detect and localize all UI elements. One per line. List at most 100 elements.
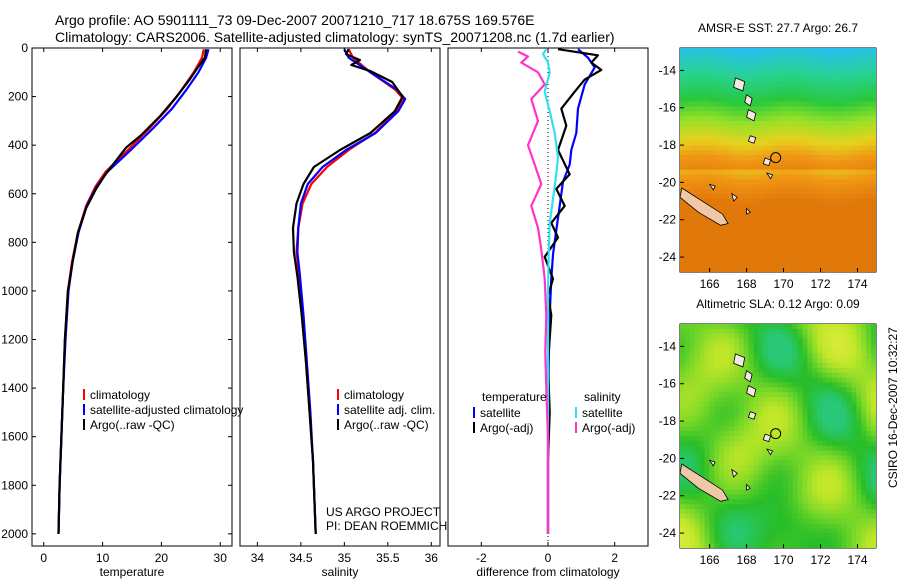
map-cell — [768, 392, 774, 398]
map-cell — [738, 348, 745, 354]
map-cell — [709, 392, 715, 398]
map-cell — [787, 465, 794, 471]
island-shape — [765, 172, 774, 180]
map-cell — [792, 431, 798, 437]
map-cell — [719, 484, 725, 490]
map-cell — [719, 426, 725, 432]
map-cell — [748, 367, 754, 374]
map-cell — [763, 343, 769, 349]
map-cell — [861, 203, 867, 210]
map-cell — [738, 160, 745, 166]
map-cell — [753, 416, 759, 422]
map-cell — [841, 116, 847, 122]
map-cell — [733, 57, 740, 64]
map-cell — [773, 140, 779, 146]
map-cell — [817, 91, 823, 98]
map-cell — [861, 474, 867, 481]
map-cell — [748, 353, 754, 359]
map-cell — [871, 484, 876, 490]
map-cell — [861, 494, 867, 500]
map-cell — [748, 237, 754, 244]
map-cell — [851, 513, 857, 520]
map-cell — [787, 358, 794, 364]
map-cell — [841, 164, 847, 171]
map-cell — [704, 233, 710, 239]
map-cell — [724, 513, 730, 520]
map-cell — [753, 460, 759, 466]
map-cell — [846, 367, 852, 374]
map-cell — [699, 160, 705, 166]
map-cell — [753, 465, 759, 471]
map-cell — [748, 233, 754, 239]
map-cell — [866, 523, 872, 529]
map-cell — [738, 474, 745, 481]
map-cell — [748, 416, 754, 422]
map-cell — [861, 208, 867, 214]
map-cell — [866, 174, 872, 180]
map-cell — [797, 169, 803, 176]
y-tick-label: 0 — [21, 41, 28, 55]
map-cell — [792, 421, 798, 427]
map-cell — [694, 111, 700, 117]
map-cell — [871, 267, 876, 272]
map-cell — [753, 324, 759, 330]
map-cell — [792, 509, 798, 515]
map-cell — [802, 392, 808, 398]
map-cell — [797, 82, 803, 88]
map-cell — [714, 460, 720, 466]
map-cell — [802, 252, 808, 258]
map-cell — [773, 377, 779, 383]
map-cell — [724, 52, 730, 59]
map-cell — [807, 262, 813, 268]
map-cell — [836, 86, 843, 93]
map-cell — [733, 474, 740, 481]
map-y-tick-label: -16 — [659, 377, 677, 391]
map-cell — [871, 57, 876, 64]
map-cell — [743, 401, 749, 408]
map-cell — [724, 445, 730, 452]
map-cell — [729, 135, 735, 141]
map-cell — [797, 523, 803, 529]
map-cell — [738, 489, 745, 495]
map-cell — [724, 387, 730, 393]
map-cell — [773, 223, 779, 229]
map-cell — [724, 392, 730, 398]
map-cell — [827, 252, 833, 258]
map-cell — [778, 48, 784, 54]
map-cell — [753, 184, 759, 190]
map-cell — [738, 223, 745, 229]
map-cell — [817, 233, 823, 239]
map-cell — [753, 121, 759, 127]
map-cell — [802, 164, 808, 171]
map-cell — [846, 213, 852, 219]
map-cell — [841, 145, 847, 151]
map-cell — [743, 77, 749, 83]
map-cell — [753, 267, 759, 272]
map-cell — [719, 91, 725, 98]
map-cell — [841, 228, 847, 234]
map-cell — [797, 431, 803, 437]
map-cell — [812, 504, 818, 510]
map-cell — [694, 387, 700, 393]
map-cell — [836, 223, 843, 229]
map-cell — [871, 367, 876, 374]
map-cell — [689, 489, 696, 495]
map-cell — [861, 179, 867, 185]
map-cell — [763, 372, 769, 378]
map-cell — [748, 445, 754, 452]
map-cell — [704, 455, 710, 461]
map-cell — [782, 538, 789, 544]
map-cell — [714, 155, 720, 161]
map-cell — [841, 150, 847, 156]
map-cell — [733, 150, 740, 156]
map-cell — [709, 504, 715, 510]
map-x-tick-label: 174 — [847, 553, 867, 567]
map-cell — [738, 252, 745, 258]
map-cell — [753, 401, 759, 408]
map-cell — [861, 445, 867, 452]
map-cell — [836, 237, 843, 244]
map-cell — [763, 465, 769, 471]
map-cell — [699, 150, 705, 156]
map-cell — [822, 362, 828, 369]
map-cell — [817, 208, 823, 214]
